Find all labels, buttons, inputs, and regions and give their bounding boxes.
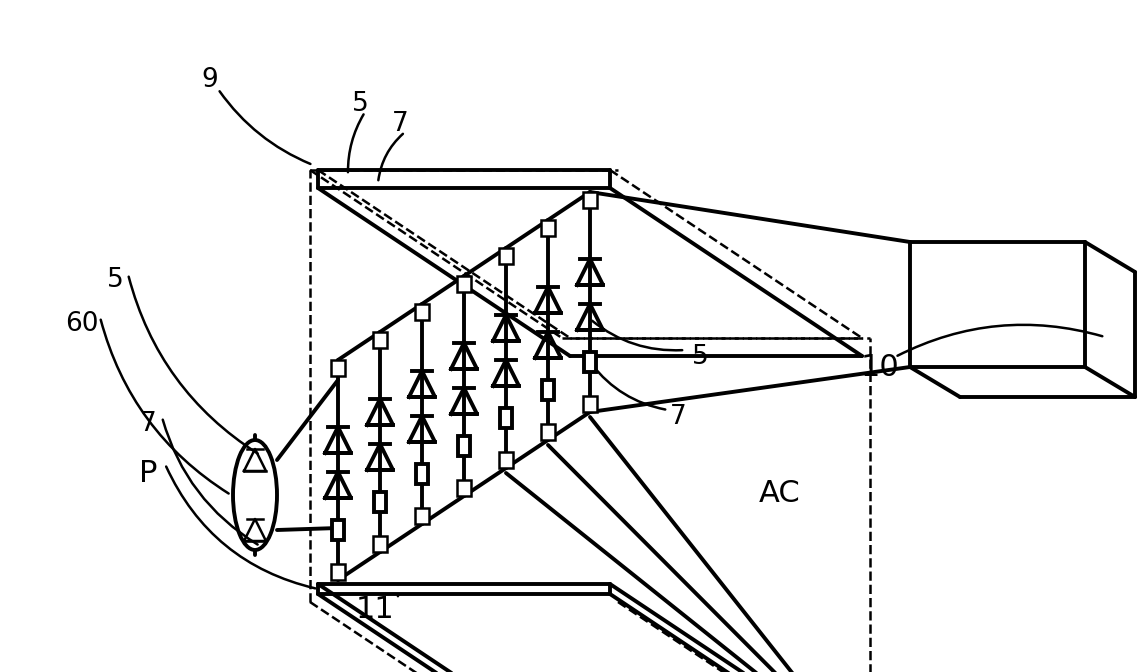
Bar — [541, 424, 555, 440]
Text: 7: 7 — [140, 411, 156, 437]
Bar — [541, 220, 555, 236]
Bar — [458, 436, 470, 456]
Text: 10: 10 — [861, 353, 900, 382]
Bar — [331, 520, 344, 540]
Text: 9: 9 — [202, 67, 219, 93]
Bar — [457, 276, 472, 292]
Bar — [372, 536, 387, 552]
Bar — [374, 492, 386, 512]
Text: 7: 7 — [670, 404, 687, 430]
Bar — [583, 396, 597, 412]
Text: 60: 60 — [65, 311, 99, 337]
Bar — [331, 360, 345, 376]
Bar — [372, 332, 387, 348]
Text: 5: 5 — [107, 267, 123, 293]
Ellipse shape — [233, 440, 277, 550]
Text: AC: AC — [759, 480, 801, 509]
Bar — [416, 464, 428, 484]
Bar — [542, 380, 554, 400]
Bar — [583, 192, 597, 208]
Bar — [499, 452, 513, 468]
Text: 5: 5 — [691, 344, 708, 370]
Bar — [415, 304, 429, 320]
Bar — [499, 248, 513, 264]
Bar — [331, 564, 345, 580]
Text: 5: 5 — [352, 91, 368, 117]
Text: 7: 7 — [392, 111, 409, 137]
Bar — [457, 480, 472, 496]
Bar — [500, 408, 513, 428]
Text: 11: 11 — [355, 595, 394, 624]
Text: P: P — [139, 460, 157, 489]
Bar — [415, 508, 429, 524]
Bar — [584, 352, 596, 372]
